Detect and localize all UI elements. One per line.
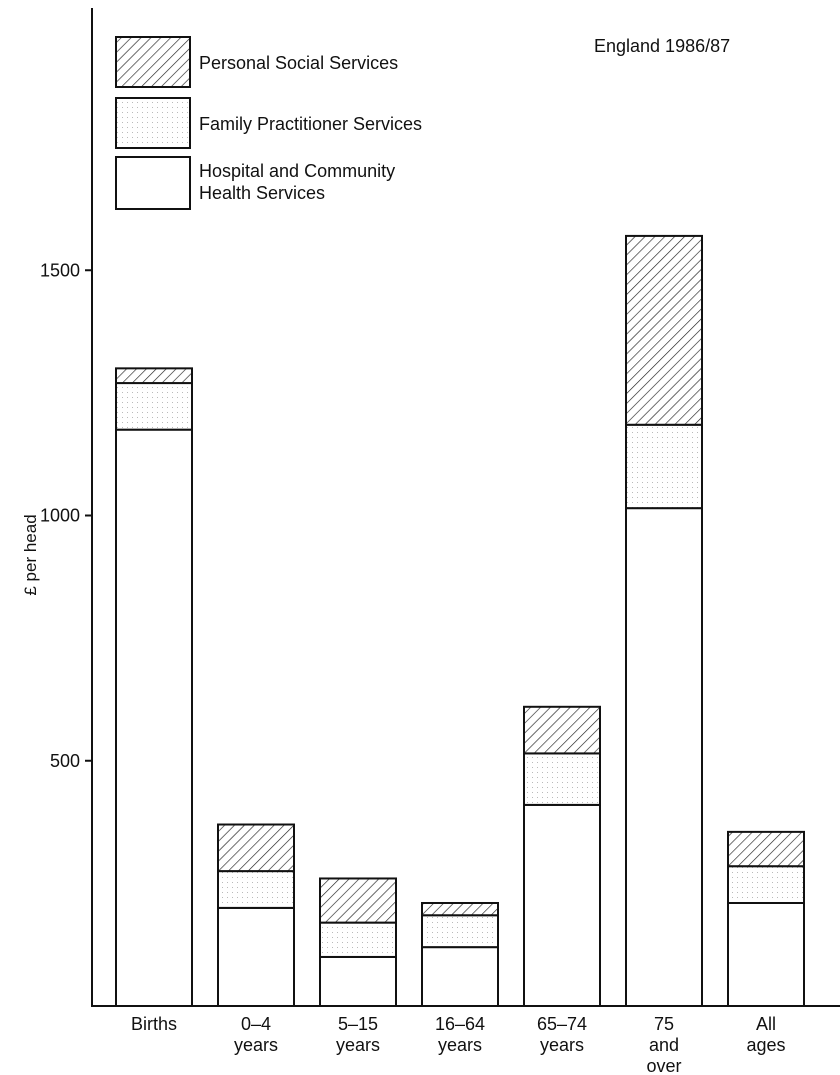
bar-segment [115,382,193,431]
bar-stack [421,901,499,1008]
legend-swatch [115,36,191,88]
bar-segment [421,901,499,917]
bar-segment [727,865,805,904]
legend: Personal Social Services Family Practitio… [115,36,422,210]
x-category-label: 0–4 years [234,1014,278,1055]
legend-label-line: Personal Social Services [199,53,398,73]
x-category-label: 75 and over [646,1014,681,1075]
bar-segment [523,705,601,755]
legend-label-line: Health Services [199,183,325,203]
legend-label: Hospital and Community Health Services [199,161,395,203]
x-category-label-line: 0–4 [241,1014,271,1034]
x-category-label-line: ages [746,1035,785,1055]
bar-stack [523,705,601,1008]
x-category-label-line: years [234,1035,278,1055]
bar-segment [115,367,193,385]
y-axis-label: £ per head [21,514,40,595]
x-category-label-line: 5–15 [338,1014,378,1034]
bar-segment [625,423,703,510]
legend-label-line: Family Practitioner Services [199,114,422,134]
x-category-label: 5–15 years [336,1014,380,1055]
bar-segment [625,507,703,1007]
bar-stack [217,823,295,1008]
y-tick-label: 1000 [40,506,80,526]
legend-swatch [115,156,191,210]
y-tick-label: 500 [50,751,80,771]
bar-segment [217,906,295,1008]
bar-segment [727,830,805,868]
bar-stack [727,830,805,1007]
x-category-label: 65–74 years [537,1014,587,1055]
bar-stack [319,877,397,1008]
bars [115,234,805,1008]
y-tick-label: 1500 [40,260,80,280]
bar-segment [319,877,397,924]
legend-label-line: Hospital and Community [199,161,395,181]
bar-segment [727,901,805,1007]
bar-segment [319,921,397,958]
bar-segment [115,428,193,1008]
chart-annotation: England 1986/87 [594,36,730,56]
x-category-label-line: years [540,1035,584,1055]
y-axis-ticks: 500 1000 1500 [40,260,92,771]
x-category-label-line: 16–64 [435,1014,485,1034]
bar-segment [421,914,499,949]
bar-segment [217,823,295,873]
x-category-label-line: years [336,1035,380,1055]
x-category-label-line: years [438,1035,482,1055]
bar-stack [625,234,703,1007]
x-category-label-line: 65–74 [537,1014,587,1034]
bar-segment [523,752,601,806]
bar-segment [421,946,499,1008]
x-category-label: 16–64 years [435,1014,485,1055]
legend-label: Family Practitioner Services [199,114,422,134]
x-category-label: Births [131,1014,177,1034]
x-category-label-line: Births [131,1014,177,1034]
legend-label: Personal Social Services [199,53,398,73]
bar-segment [523,803,601,1008]
bar-segment [625,234,703,426]
bar-stack [115,367,193,1008]
x-category-label-line: and [649,1035,679,1055]
legend-swatch [115,97,191,149]
x-category-label: All ages [746,1014,785,1055]
bar-segment [319,955,397,1008]
x-category-label-line: 75 [654,1014,674,1034]
legend-item: Personal Social Services [115,36,398,88]
legend-item: Hospital and Community Health Services [115,156,395,210]
legend-item: Family Practitioner Services [115,97,422,149]
x-category-label-line: over [646,1056,681,1075]
x-category-label-line: All [756,1014,776,1034]
bar-segment [217,870,295,909]
